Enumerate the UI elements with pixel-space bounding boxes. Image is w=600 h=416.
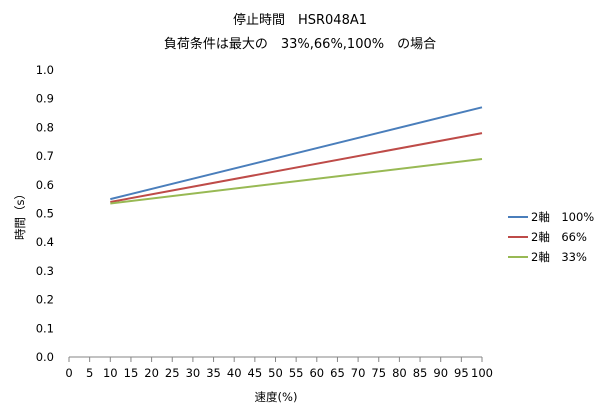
y-tick-label: 0.5 [36, 207, 54, 221]
x-axis-label: 速度(%) [255, 390, 298, 404]
chart-title: 停止時間 HSR048A1 [233, 12, 367, 28]
x-axis-tick-marks [68, 357, 483, 362]
x-tick-label: 25 [165, 366, 180, 380]
series-line [110, 106, 483, 201]
x-tick-label: 35 [206, 366, 221, 380]
x-tick-label: 65 [330, 366, 345, 380]
x-axis-ticks: 0 5 10 15 20 25 30 35 40 45 50 55 60 65 70 75 80 85 90 95 10… [65, 366, 493, 380]
y-tick-label: 0.6 [36, 178, 54, 192]
legend-entry: 2軸 100% [531, 210, 594, 224]
y-tick-label: 0.1 [36, 321, 54, 335]
y-tick-label: 0.3 [36, 264, 54, 278]
y-tick-label: 0.0 [36, 350, 54, 364]
y-tick-label: 0.8 [36, 120, 54, 134]
x-tick-label: 0 [65, 366, 72, 380]
x-tick-label: 5 [86, 366, 93, 380]
series-line [110, 158, 483, 205]
series-lines [110, 106, 483, 205]
x-tick-label: 90 [433, 366, 448, 380]
legend-entry: 2軸 66% [531, 230, 587, 244]
x-tick-label: 85 [413, 366, 428, 380]
x-tick-label: 75 [371, 366, 386, 380]
x-tick-label: 40 [227, 366, 242, 380]
chart-subtitle: 負荷条件は最大の 33%,66%,100% の場合 [164, 36, 436, 52]
y-tick-label: 1.0 [36, 63, 54, 77]
y-tick-label: 0.2 [36, 293, 54, 307]
y-axis-ticks: 0.0 0.1 0.2 0.3 0.4 0.5 0.6 0.7 0.8 0.9 1.0 [36, 63, 54, 364]
y-axis-label: 時間（s） [13, 188, 27, 240]
y-tick-label: 0.7 [36, 149, 54, 163]
x-tick-label: 70 [351, 366, 366, 380]
legend-entry: 2軸 33% [531, 250, 587, 264]
legend: 2軸 100% 2軸 66% 2軸 33% [508, 210, 594, 264]
x-tick-label: 80 [392, 366, 407, 380]
x-tick-label: 95 [454, 366, 469, 380]
x-tick-label: 60 [309, 366, 324, 380]
y-tick-label: 0.4 [36, 235, 54, 249]
series-line [110, 132, 483, 203]
x-tick-label: 50 [268, 366, 283, 380]
x-tick-label: 20 [144, 366, 159, 380]
x-tick-label: 45 [248, 366, 263, 380]
x-tick-label: 30 [186, 366, 201, 380]
y-tick-label: 0.9 [36, 92, 54, 106]
x-tick-label: 100 [471, 366, 493, 380]
x-tick-label: 15 [124, 366, 139, 380]
x-tick-label: 55 [289, 366, 304, 380]
x-tick-label: 10 [103, 366, 118, 380]
